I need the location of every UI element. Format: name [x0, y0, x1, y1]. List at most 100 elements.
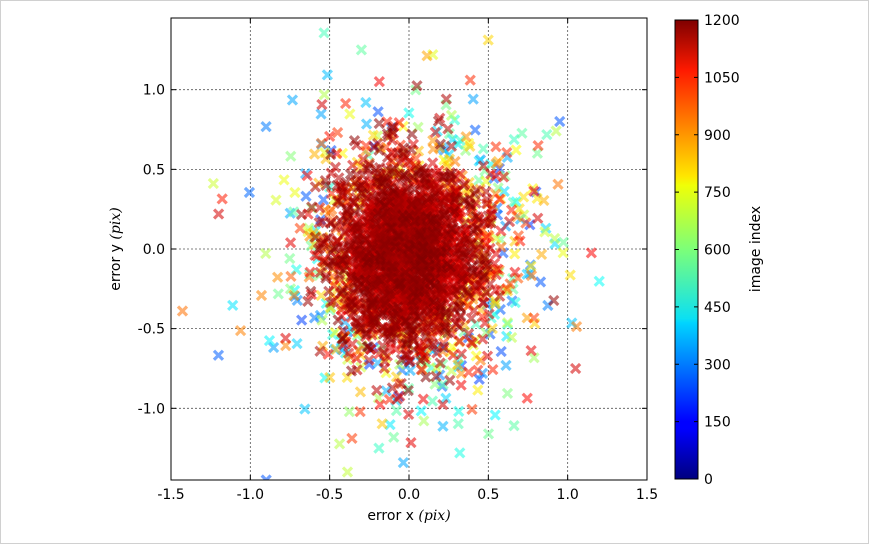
scatter-point [445, 109, 458, 121]
scatter-point [379, 238, 391, 251]
scatter-point [489, 409, 501, 421]
scatter-point [401, 182, 413, 195]
scatter-point [272, 288, 284, 300]
scatter-point [377, 307, 389, 319]
scatter-point [353, 239, 366, 251]
scatter-point [429, 191, 441, 203]
scatter-point [495, 225, 507, 237]
scatter-point [406, 128, 418, 140]
scatter-point [480, 286, 493, 298]
scatter-point [463, 366, 475, 378]
scatter-point [501, 146, 513, 159]
scatter-point [570, 321, 583, 333]
colorbar-tick-label: 900 [704, 128, 731, 144]
scatter-point [453, 405, 465, 418]
scatter-point [505, 204, 518, 216]
scatter-point [260, 247, 272, 260]
scatter-point [513, 203, 525, 215]
scatter-point [278, 174, 290, 186]
scatter-point [341, 466, 354, 478]
scatter-point [330, 343, 342, 355]
scatter-point [442, 327, 454, 339]
scatter-point [421, 220, 434, 233]
scatter-point [437, 420, 449, 432]
scatter-point [494, 290, 506, 302]
scatter-point [377, 328, 390, 340]
scatter-point [374, 398, 386, 411]
x-tick-label: -1.0 [237, 487, 264, 503]
scatter-point [454, 335, 466, 347]
scatter-point [349, 206, 361, 218]
scatter-point [521, 392, 533, 404]
scatter-point [456, 273, 468, 285]
scatter-point [404, 364, 416, 377]
scatter-point [333, 172, 345, 184]
scatter-point [438, 209, 450, 221]
scatter-point [455, 379, 467, 391]
scatter-point [315, 289, 327, 302]
scatter-point [466, 403, 478, 415]
scatter-point [315, 108, 327, 120]
scatter-point [478, 251, 490, 263]
scatter-point [343, 405, 355, 418]
scatter-point [413, 310, 425, 322]
scatter-point [445, 168, 457, 180]
scatter-point [480, 175, 492, 187]
scatter-point [534, 276, 547, 288]
scatter-point [336, 254, 348, 267]
scatter-point [260, 121, 272, 133]
scatter-point [400, 212, 412, 224]
scatter-point [429, 126, 442, 139]
scatter-point [430, 222, 442, 234]
x-tick-label: -1.5 [157, 487, 184, 503]
scatter-point [413, 286, 425, 298]
scatter-point [464, 140, 476, 153]
scatter-point [466, 337, 478, 349]
scatter-point [477, 297, 489, 309]
scatter-point [414, 229, 427, 241]
scatter-point [304, 266, 316, 278]
scatter-point [390, 405, 403, 417]
scatter-point [284, 252, 296, 265]
scatter-point [454, 447, 466, 459]
scatter-point [308, 312, 321, 324]
scatter-point [434, 357, 446, 369]
scatter-point [411, 80, 423, 92]
scatter-point [402, 384, 414, 397]
scatter-point [422, 193, 434, 205]
scatter-point [452, 359, 464, 371]
scatter-point [373, 117, 385, 130]
scatter-point [470, 210, 482, 223]
scatter-point [385, 182, 397, 194]
scatter-point [454, 235, 466, 248]
scatter-point [464, 74, 476, 86]
colorbar-tick-label: 750 [704, 185, 731, 201]
scatter-point [468, 304, 480, 317]
scatter-point [340, 204, 353, 216]
scatter-point [286, 94, 299, 106]
scatter-point [539, 226, 551, 238]
scatter-point [549, 232, 561, 245]
scatter-point [299, 403, 311, 415]
scatter-point [402, 408, 415, 421]
scatter-point [344, 108, 356, 120]
scatter-point [554, 115, 566, 128]
scatter-point [453, 294, 465, 306]
scatter-point [355, 44, 368, 56]
scatter-point [305, 288, 318, 300]
scatter-point [480, 186, 492, 198]
scatter-point [525, 269, 538, 282]
scatter-point [485, 217, 497, 229]
scatter-point [263, 335, 276, 347]
scatter-point [430, 321, 442, 333]
scatter-point [323, 285, 335, 298]
scatter-point [324, 371, 336, 384]
scatter-point [389, 241, 401, 253]
scatter-point [425, 213, 437, 225]
scatter-point [418, 415, 430, 427]
scatter-point [509, 297, 521, 309]
scatter-point [370, 218, 382, 230]
scatter-point [435, 299, 447, 312]
scatter-point [548, 294, 560, 307]
scatter-point [340, 97, 352, 110]
